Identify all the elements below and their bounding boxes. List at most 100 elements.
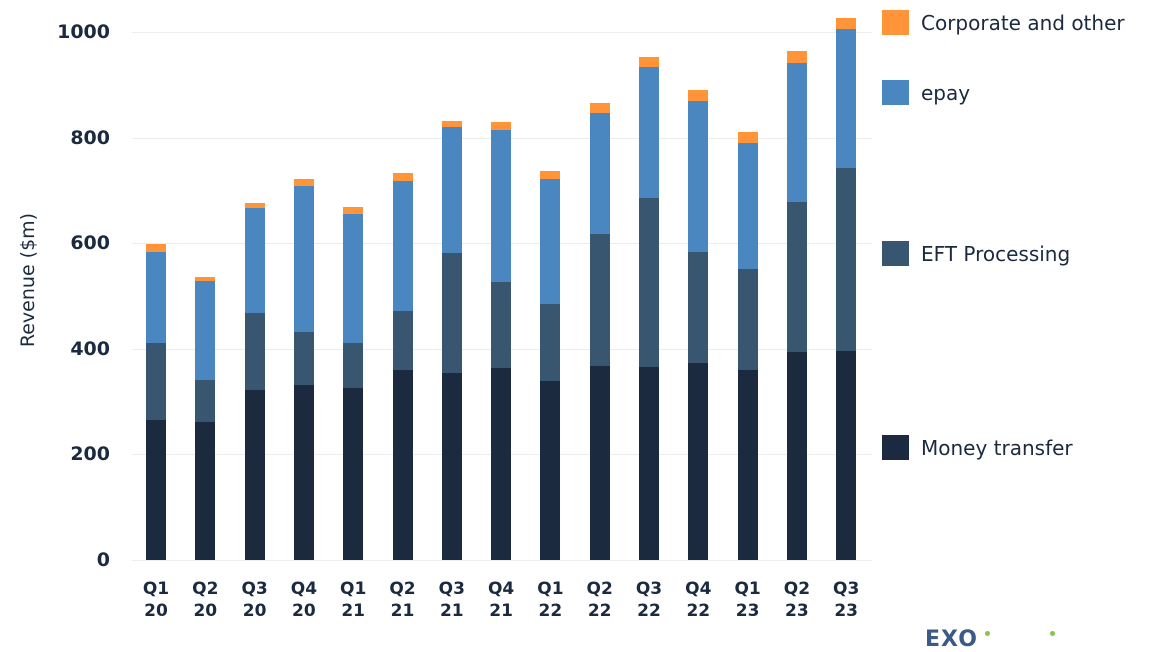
bar-segment-corporate-and-other [392, 172, 413, 181]
bar-segment-eft-processing [786, 202, 807, 352]
bar-segment-money-transfer [737, 369, 758, 560]
x-tick-label: Q1 22 [537, 579, 564, 621]
bar-segment-corporate-and-other [737, 131, 758, 143]
x-tick-label: Q2 22 [586, 579, 613, 621]
bar-segment-epay [441, 127, 462, 254]
bar-segment-epay [244, 207, 265, 313]
bar-segment-money-transfer [688, 363, 709, 560]
x-tick-label: Q4 20 [290, 579, 318, 621]
y-tick-label: 0 [96, 549, 110, 571]
bar-segment-corporate-and-other [343, 207, 364, 215]
bar-segment-eft-processing [195, 379, 216, 423]
bar-q1-20 [146, 0, 166, 641]
brand-logo: EXO [925, 627, 978, 652]
legend-item-eft: EFT Processing [882, 241, 1070, 266]
legend-item-epay: epay [882, 80, 970, 105]
bar-segment-eft-processing [688, 252, 709, 364]
x-tick-label: Q1 20 [142, 579, 170, 621]
y-tick-label: 400 [70, 337, 110, 360]
bar-segment-money-transfer [540, 381, 561, 560]
x-tick-label: Q4 22 [685, 579, 712, 621]
y-axis-title-wrap: Revenue ($m) [8, 180, 48, 380]
legend-item-money-transfer: Money transfer [882, 435, 1073, 460]
legend-label-corporate: Corporate and other [921, 10, 1125, 35]
bar-segment-corporate-and-other [688, 90, 709, 102]
bar-segment-epay [392, 180, 413, 311]
x-tick-label: Q2 21 [389, 579, 416, 621]
bar-q3-22 [639, 0, 659, 641]
x-tick-label: Q1 23 [734, 579, 761, 621]
bar-segment-epay [737, 142, 758, 270]
legend-label-money-transfer: Money transfer [921, 435, 1073, 460]
gridline [132, 32, 872, 33]
bar-segment-eft-processing [491, 281, 512, 368]
x-tick-label: Q3 20 [241, 579, 268, 621]
bar-segment-epay [688, 101, 709, 253]
bar-segment-corporate-and-other [293, 179, 314, 187]
bar-segment-eft-processing [244, 312, 265, 390]
bar-segment-epay [836, 28, 857, 169]
legend-label-eft: EFT Processing [921, 241, 1071, 266]
bar-segment-corporate-and-other [244, 203, 265, 208]
bar-segment-money-transfer [639, 367, 659, 560]
bar-q1-22 [540, 0, 561, 641]
bar-segment-epay [589, 112, 610, 235]
y-tick-label: 1000 [57, 21, 110, 43]
legend-item-corporate: Corporate and other [882, 10, 1125, 35]
bar-segment-eft-processing [392, 310, 413, 370]
bar-q4-20 [293, 0, 314, 641]
bar-segment-epay [639, 66, 659, 198]
bar-segment-epay [491, 130, 512, 282]
x-tick-label: Q3 21 [438, 579, 465, 621]
bar-segment-money-transfer [343, 387, 364, 560]
bar-segment-eft-processing [639, 197, 659, 368]
x-tick-label: Q3 22 [635, 579, 663, 621]
bar-q1-23 [737, 0, 758, 641]
bar-segment-epay [293, 186, 314, 332]
bar-segment-corporate-and-other [195, 276, 216, 282]
bar-q4-22 [688, 0, 709, 641]
bar-q4-21 [491, 0, 512, 641]
bar-segment-epay [786, 63, 807, 202]
legend-label-epay: epay [921, 80, 971, 105]
y-tick-label: 600 [70, 232, 110, 255]
logo-dot-icon [1050, 631, 1055, 636]
legend-swatch-corporate [882, 10, 909, 35]
bar-q3-20 [244, 0, 265, 641]
legend-swatch-money-transfer [882, 435, 909, 460]
bar-q2-22 [589, 0, 610, 641]
y-tick-label: 800 [70, 126, 110, 149]
bar-segment-epay [540, 178, 561, 304]
bar-segment-corporate-and-other [589, 102, 610, 113]
bar-segment-money-transfer [589, 366, 610, 560]
bar-q2-20 [195, 0, 216, 641]
y-axis-title: Revenue ($m) [17, 212, 39, 348]
bar-segment-corporate-and-other [540, 170, 561, 179]
x-tick-label: Q1 21 [340, 579, 367, 621]
bar-q2-23 [786, 0, 807, 641]
bar-segment-corporate-and-other [836, 17, 857, 29]
bar-segment-money-transfer [786, 351, 807, 560]
bar-segment-eft-processing [836, 168, 857, 351]
bar-segment-money-transfer [441, 373, 462, 560]
bar-segment-money-transfer [146, 420, 166, 560]
legend-swatch-eft [882, 241, 909, 266]
bar-segment-epay [343, 214, 364, 343]
bar-segment-eft-processing [737, 269, 758, 370]
bar-segment-corporate-and-other [491, 122, 512, 131]
bar-segment-eft-processing [441, 253, 462, 374]
bar-segment-corporate-and-other [786, 51, 807, 64]
x-tick-label: Q4 21 [487, 579, 515, 621]
bar-segment-money-transfer [293, 385, 314, 560]
bar-segment-epay [195, 281, 216, 380]
legend-swatch-epay [882, 80, 909, 105]
bar-segment-eft-processing [589, 234, 610, 367]
bar-segment-money-transfer [491, 367, 512, 560]
logo-dot-icon [985, 631, 990, 636]
x-tick-label: Q2 20 [192, 579, 219, 621]
bar-segment-epay [146, 252, 166, 343]
bar-q1-21 [343, 0, 364, 641]
brand-logo-text: EXO [925, 627, 978, 652]
bar-segment-corporate-and-other [146, 244, 166, 253]
bar-segment-money-transfer [836, 350, 857, 560]
